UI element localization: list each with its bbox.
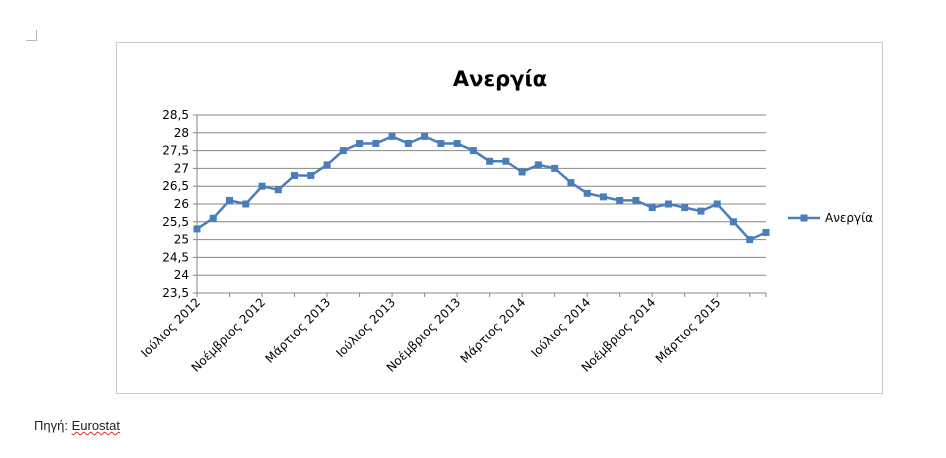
data-point (583, 189, 591, 197)
source-line: Πηγή: Eurostat (34, 418, 120, 433)
x-tick-label: Μάρτιος 2015 (653, 295, 724, 366)
data-point (291, 172, 299, 180)
data-point (567, 179, 575, 187)
data-point (404, 139, 412, 147)
y-tick-label: 28 (174, 126, 189, 140)
data-point (242, 200, 250, 208)
y-tick-label: 25 (174, 233, 189, 247)
legend-marker (800, 214, 808, 222)
data-point (518, 168, 526, 176)
series-line (196, 135, 767, 241)
y-tick-label: 28,5 (162, 108, 189, 122)
x-tick-label: Μάρτιος 2014 (458, 295, 529, 366)
data-point (534, 161, 542, 169)
data-point (664, 200, 672, 208)
data-point (388, 132, 396, 140)
data-point (356, 139, 364, 147)
data-point (746, 236, 754, 244)
data-point (551, 164, 559, 172)
y-tick-label: 26,5 (162, 179, 189, 193)
legend-label: Ανεργία (825, 211, 873, 225)
y-tick-label: 24,5 (162, 250, 189, 264)
y-tick-label: 27 (174, 161, 189, 175)
data-point (226, 196, 234, 204)
data-point (486, 157, 494, 165)
data-point (339, 147, 347, 155)
y-tick-label: 24 (174, 268, 189, 282)
data-point (258, 182, 266, 190)
data-point (323, 161, 331, 169)
y-tick-label: 26 (174, 197, 189, 211)
data-point (502, 157, 510, 165)
data-point (681, 204, 689, 212)
x-tick-label: Ιούλιος 2012 (138, 295, 203, 360)
data-point (599, 193, 607, 201)
data-point (632, 196, 640, 204)
data-point (469, 147, 477, 155)
data-point (437, 139, 445, 147)
x-tick-label: Μάρτιος 2013 (263, 295, 334, 366)
data-point (648, 204, 656, 212)
data-point (274, 186, 282, 194)
source-value: Eurostat (71, 418, 121, 433)
y-tick-label: 23,5 (162, 286, 189, 300)
data-point (453, 139, 461, 147)
data-point (729, 218, 737, 226)
data-point (307, 172, 315, 180)
corner-mark (26, 30, 37, 41)
source-label: Πηγή: (34, 418, 68, 433)
data-point (762, 228, 770, 236)
x-tick-label: Ιούλιος 2013 (333, 295, 398, 360)
data-point (421, 132, 429, 140)
chart-title: Ανεργία (453, 67, 547, 91)
data-point (697, 207, 705, 215)
y-tick-label: 27,5 (162, 144, 189, 158)
data-point (713, 200, 721, 208)
data-point (209, 214, 217, 222)
data-point (616, 196, 624, 204)
data-point (372, 139, 380, 147)
unemployment-line-chart: Ανεργία 23,5 24 24,5 25 25,5 26 26,5 27 27,5 28 28… (138, 67, 873, 375)
x-tick-label: Ιούλιος 2014 (528, 295, 593, 360)
y-tick-label: 25,5 (162, 215, 189, 229)
chart-frame: Ανεργία 23,5 24 24,5 25 25,5 26 26,5 27 27,5 28 28… (116, 42, 883, 394)
data-point (193, 225, 201, 233)
